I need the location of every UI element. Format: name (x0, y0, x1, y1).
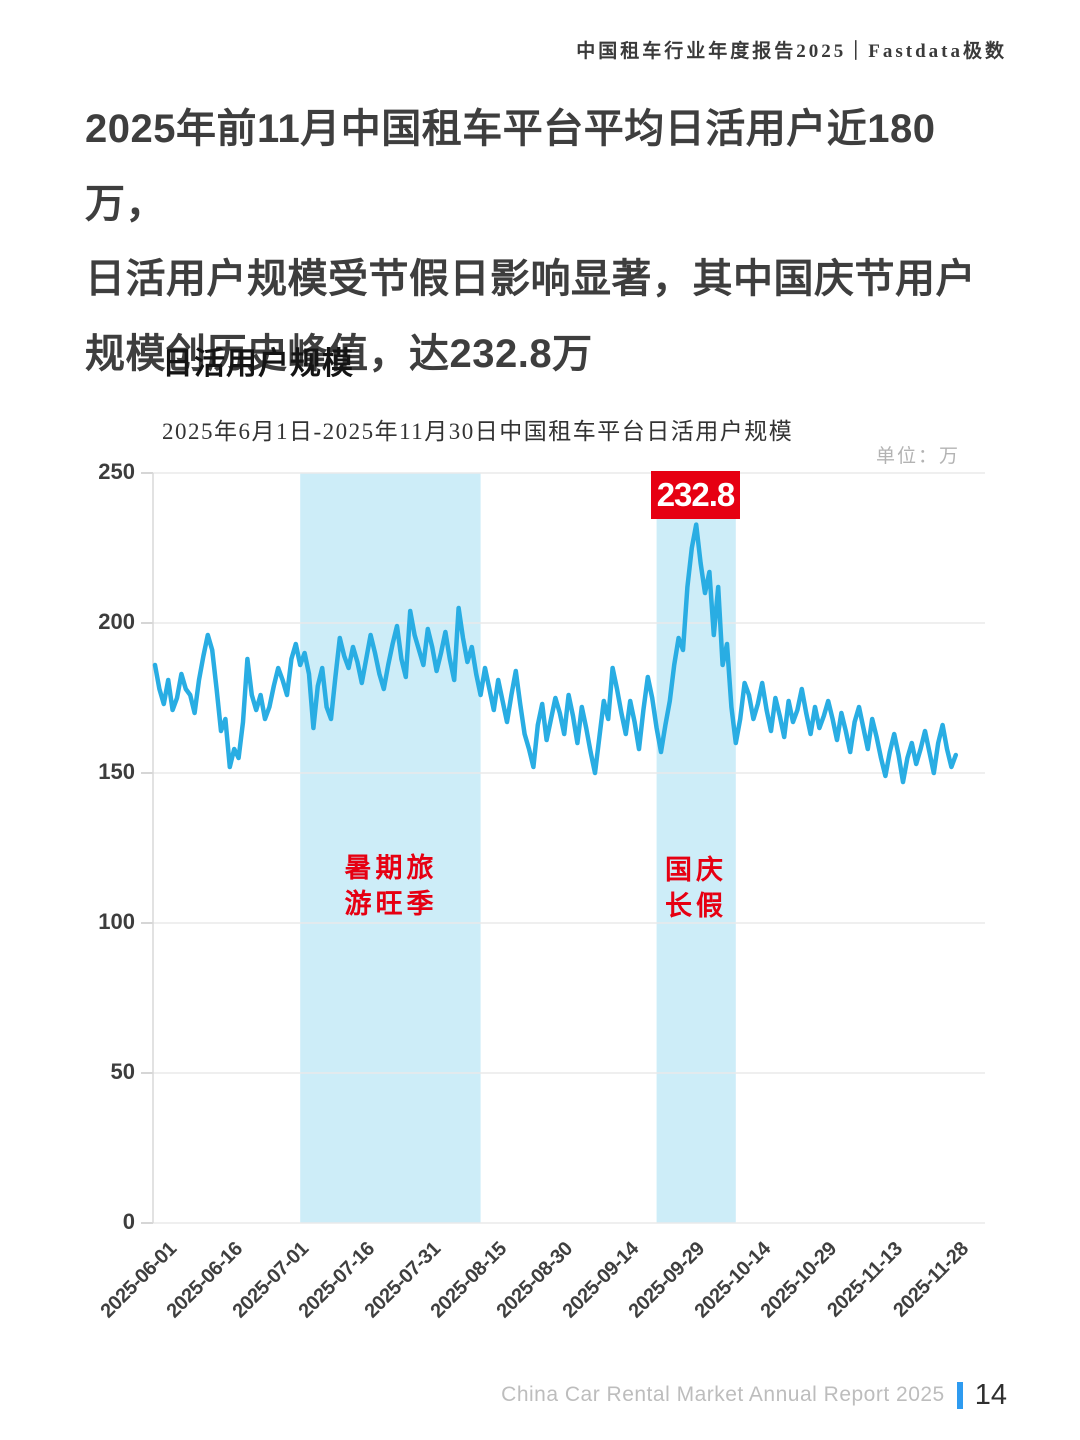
peak-value-badge: 232.8 (651, 471, 740, 519)
y-axis-label: 250 (98, 459, 135, 484)
page-headline: 2025年前11月中国租车平台平均日活用户近180万， 日活用户规模受节假日影响… (85, 107, 976, 376)
report-header-title: 中国租车行业年度报告2025｜Fastdata极数 (576, 41, 1007, 62)
y-axis-label: 200 (98, 609, 135, 634)
unit-label: 单位：万 (875, 446, 960, 467)
y-axis-label: 100 (98, 909, 135, 934)
section-title: 日活用户规模 (162, 346, 354, 381)
chart-line (152, 522, 959, 785)
highlight-band (300, 473, 481, 1223)
footer-report-name: China Car Rental Market Annual Report 20… (501, 1383, 945, 1406)
summer-season-annotation: 暑期旅 游旺季 (344, 853, 438, 919)
national-day-annotation: 国庆 长假 (665, 855, 727, 921)
page-number: 14 (974, 1378, 1007, 1411)
page-footer: China Car Rental Market Annual Report 20… (501, 1378, 1007, 1411)
y-axis-label: 0 (122, 1209, 135, 1234)
footer-accent-bar (956, 1381, 963, 1409)
y-axis-label: 150 (98, 759, 135, 784)
y-axis-label: 50 (110, 1059, 135, 1084)
chart-subtitle: 2025年6月1日-2025年11月30日中国租车平台日活用户规模 (162, 419, 794, 444)
highlight-band (656, 473, 736, 1223)
